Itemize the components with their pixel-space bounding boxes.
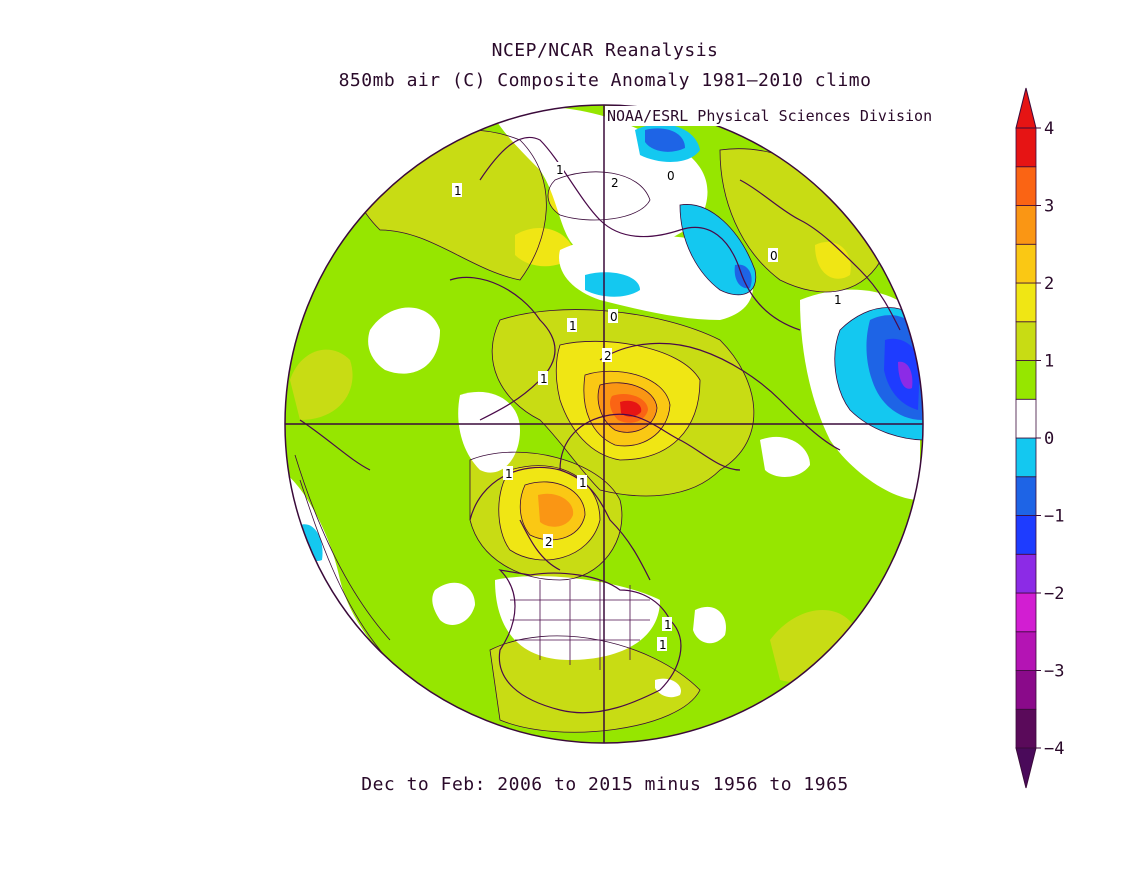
colorbar-segments [1015,87,1037,789]
contour-label: 1 [554,162,564,177]
anomaly-fill-darkorange [538,493,574,527]
anomaly-fill-purple [898,361,913,389]
map-title: NCEP/NCAR Reanalysis [491,40,719,61]
colorbar-tick-label: 2 [1044,274,1054,294]
anomaly-fill-white [432,582,475,625]
colorbar-segment [1015,553,1037,594]
anomaly-fill-yellowgreen [290,349,353,420]
colorbar-tick-label: 3 [1044,197,1054,217]
coastlines [299,136,901,714]
map-subtitle: 850mb air (C) Composite Anomaly 1981–201… [338,70,872,91]
contour-labels: 1 2 0 1 0 1 1 2 1 0 1 2 1 1 1 [452,162,842,652]
state-borders [510,580,650,670]
colorbar-max-arrow [1015,87,1037,129]
anomaly-fill-white [760,436,810,477]
colorbar-tick-label: 0 [1044,429,1054,449]
map-boundary [284,104,924,744]
contour-label: 2 [543,534,553,549]
svg-text:2: 2 [545,535,553,549]
contour-label: 1 [503,466,513,481]
svg-text:1: 1 [569,319,577,333]
svg-text:1: 1 [834,293,842,307]
anomaly-fill-blue [734,264,752,289]
colorbar-segment [1015,708,1037,749]
colorbar-segment [1015,360,1037,400]
colorbar-segment [1015,282,1037,323]
contour-label: 2 [602,348,612,363]
credit-label: NOAA/ESRL Physical Sciences Division [605,106,935,126]
anomaly-fill-white [693,606,726,644]
anomaly-fill-white [655,678,681,698]
svg-text:1: 1 [664,618,672,632]
svg-text:0: 0 [610,310,618,324]
contour-label: 1 [832,292,842,307]
colorbar-tick-label: 1 [1044,352,1054,372]
colorbar-min-arrow [1015,747,1037,789]
colorbar-segment [1015,398,1037,439]
svg-text:0: 0 [667,169,675,183]
svg-text:2: 2 [604,349,612,363]
contour-label: 1 [577,475,587,490]
contour-label: 1 [567,318,577,333]
anomaly-fill-white [495,576,660,660]
anomaly-fill-white [368,307,440,374]
colorbar-segment [1015,515,1037,555]
contour-label: 0 [768,248,778,263]
colorbar-tick-label: 4 [1044,119,1054,139]
anomaly-fill-cyan [585,272,640,297]
colorbar-segment [1015,437,1037,478]
colorbar-segment [1015,670,1037,710]
anomaly-fill-blue [645,128,685,152]
contour-label: 1 [452,183,462,198]
contour-label: 0 [665,168,675,183]
svg-text:1: 1 [579,476,587,490]
colorbar-tick-label: −4 [1044,739,1064,759]
colorbar-segment [1015,631,1037,671]
colorbar-segment [1015,243,1037,284]
colorbar-segment [1015,476,1037,516]
anomaly-fill-yellowgreen [490,635,700,733]
svg-text:1: 1 [556,163,564,177]
contour-label: 1 [538,371,548,386]
anomaly-fill-red [620,400,642,417]
svg-text:1: 1 [505,467,513,481]
colorbar-ticks: 4 3 2 1 0 −1 −2 −3 −4 [1036,119,1064,759]
colorbar-segment [1015,166,1037,206]
colorbar-segment [1015,127,1037,168]
colorbar-tick-label: −2 [1044,584,1064,604]
colorbar-segment [1015,321,1037,361]
contour-label: 1 [662,617,672,632]
svg-text:0: 0 [770,249,778,263]
colorbar-tick-label: −3 [1044,662,1064,682]
svg-text:1: 1 [454,184,462,198]
map-footer: Dec to Feb: 2006 to 2015 minus 1956 to 1… [361,774,849,795]
colorbar-tick-label: −1 [1044,507,1064,527]
contour-label: 0 [608,309,618,324]
anomaly-fill-yellow [815,241,851,279]
colorbar-segment [1015,205,1037,245]
contour-label: 1 [657,637,667,652]
svg-text:1: 1 [659,638,667,652]
contour-label: 2 [609,175,619,190]
svg-text:2: 2 [611,176,619,190]
svg-text:1: 1 [540,372,548,386]
colorbar-segment [1015,592,1037,633]
